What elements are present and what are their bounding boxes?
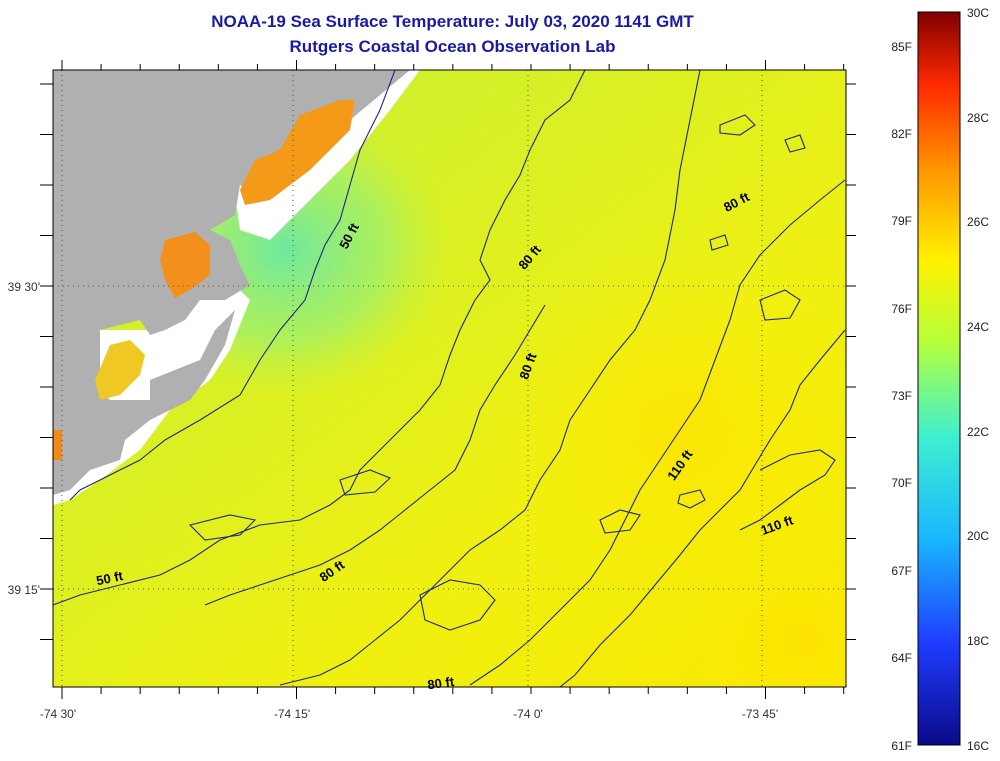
sst-field	[53, 70, 846, 687]
lon-label-74-0: -74 0'	[513, 707, 543, 721]
colorbar-label-26c: 26C	[967, 215, 989, 229]
warm-bay-south	[95, 340, 145, 400]
colorbar-label-76f: 76F	[891, 302, 912, 316]
colorbar	[917, 11, 961, 746]
map-frame	[52, 69, 847, 688]
colorbar-label-67f: 67F	[891, 564, 912, 578]
lat-label-39-30: 39 30'	[8, 280, 40, 294]
colorbar-label-20c: 20C	[967, 529, 989, 543]
map-ticks	[40, 60, 856, 699]
land-new-jersey	[53, 70, 410, 495]
lon-label-74-30: -74 30'	[40, 707, 76, 721]
colorbar-label-16c: 16C	[967, 739, 989, 753]
warm-bay-mid	[160, 232, 210, 298]
colorbar-label-30c: 30C	[967, 6, 989, 20]
colorbar-label-64f: 64F	[891, 651, 912, 665]
colorbar-label-61f: 61F	[891, 739, 912, 753]
colorbar-label-79f: 79F	[891, 214, 912, 228]
colorbar-label-73f: 73F	[891, 389, 912, 403]
bathymetry-contours	[53, 70, 846, 687]
lon-label-74-15: -74 15'	[274, 707, 310, 721]
warm-bay-north	[240, 100, 355, 205]
contour-label-50ft-south: 50 ft	[95, 568, 125, 588]
map-subtitle: Rutgers Coastal Ocean Observation Lab	[289, 37, 616, 56]
colorbar-label-85f: 85F	[891, 40, 912, 54]
colorbar-label-82f: 82F	[891, 127, 912, 141]
colorbar-label-18c: 18C	[967, 634, 989, 648]
lat-label-39-15: 39 15'	[8, 583, 40, 597]
colorbar-label-24c: 24C	[967, 320, 989, 334]
map-title: NOAA-19 Sea Surface Temperature: July 03…	[211, 12, 694, 31]
contour-label-80ft-south: 80 ft	[426, 674, 455, 693]
colorbar-label-28c: 28C	[967, 111, 989, 125]
warm-bay-edge	[53, 430, 62, 460]
lon-label-73-45: -73 45'	[742, 707, 778, 721]
graticule	[53, 70, 846, 687]
colorbar-label-70f: 70F	[891, 476, 912, 490]
colorbar-label-22c: 22C	[967, 425, 989, 439]
